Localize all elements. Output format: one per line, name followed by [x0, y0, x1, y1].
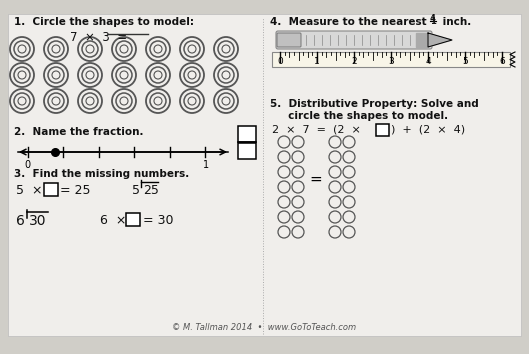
- Text: 1: 1: [430, 17, 436, 26]
- Text: 4: 4: [425, 57, 431, 66]
- Text: 2  ×  7  =  (2  ×: 2 × 7 = (2 ×: [272, 125, 368, 135]
- Text: inch.: inch.: [439, 17, 471, 27]
- Text: 5  ×: 5 ×: [16, 184, 42, 197]
- FancyBboxPatch shape: [276, 31, 432, 49]
- Polygon shape: [416, 33, 428, 47]
- Text: = 30: = 30: [143, 214, 174, 227]
- FancyBboxPatch shape: [8, 14, 521, 336]
- Text: 7  ×  3  =: 7 × 3 =: [70, 31, 127, 44]
- Text: 3: 3: [388, 57, 394, 66]
- Text: 1: 1: [203, 160, 209, 170]
- FancyBboxPatch shape: [126, 213, 140, 226]
- Text: 6: 6: [499, 57, 505, 66]
- Text: 5.  Distributive Property: Solve and: 5. Distributive Property: Solve and: [270, 99, 479, 109]
- FancyBboxPatch shape: [376, 124, 389, 136]
- Text: 2.  Name the fraction.: 2. Name the fraction.: [14, 127, 143, 137]
- Text: 2: 2: [351, 57, 357, 66]
- Text: )  +  (2  ×  4): ) + (2 × 4): [391, 125, 465, 135]
- Text: 4.  Measure to the nearest: 4. Measure to the nearest: [270, 17, 430, 27]
- Text: 5: 5: [132, 184, 140, 197]
- Text: 5: 5: [462, 57, 468, 66]
- Text: circle the shapes to model.: circle the shapes to model.: [270, 111, 448, 121]
- FancyBboxPatch shape: [44, 183, 58, 196]
- FancyBboxPatch shape: [277, 33, 301, 47]
- Text: =: =: [309, 171, 322, 187]
- FancyBboxPatch shape: [238, 143, 256, 159]
- Text: © M. Tallman 2014  •  www.GoToTeach.com: © M. Tallman 2014 • www.GoToTeach.com: [172, 323, 356, 332]
- Text: 6  ×: 6 ×: [100, 214, 126, 227]
- Text: 4: 4: [430, 14, 436, 23]
- Text: 3.  Find the missing numbers.: 3. Find the missing numbers.: [14, 169, 189, 179]
- Text: 25: 25: [143, 184, 159, 197]
- FancyBboxPatch shape: [272, 52, 510, 67]
- Text: 1.  Circle the shapes to model:: 1. Circle the shapes to model:: [14, 17, 194, 27]
- Text: 1: 1: [314, 57, 320, 66]
- Text: 0: 0: [277, 57, 283, 66]
- Text: 30: 30: [29, 214, 47, 228]
- Text: = 25: = 25: [60, 184, 90, 197]
- Text: 6: 6: [16, 214, 25, 228]
- Polygon shape: [428, 33, 452, 47]
- Text: 0: 0: [24, 160, 30, 170]
- FancyBboxPatch shape: [238, 126, 256, 142]
